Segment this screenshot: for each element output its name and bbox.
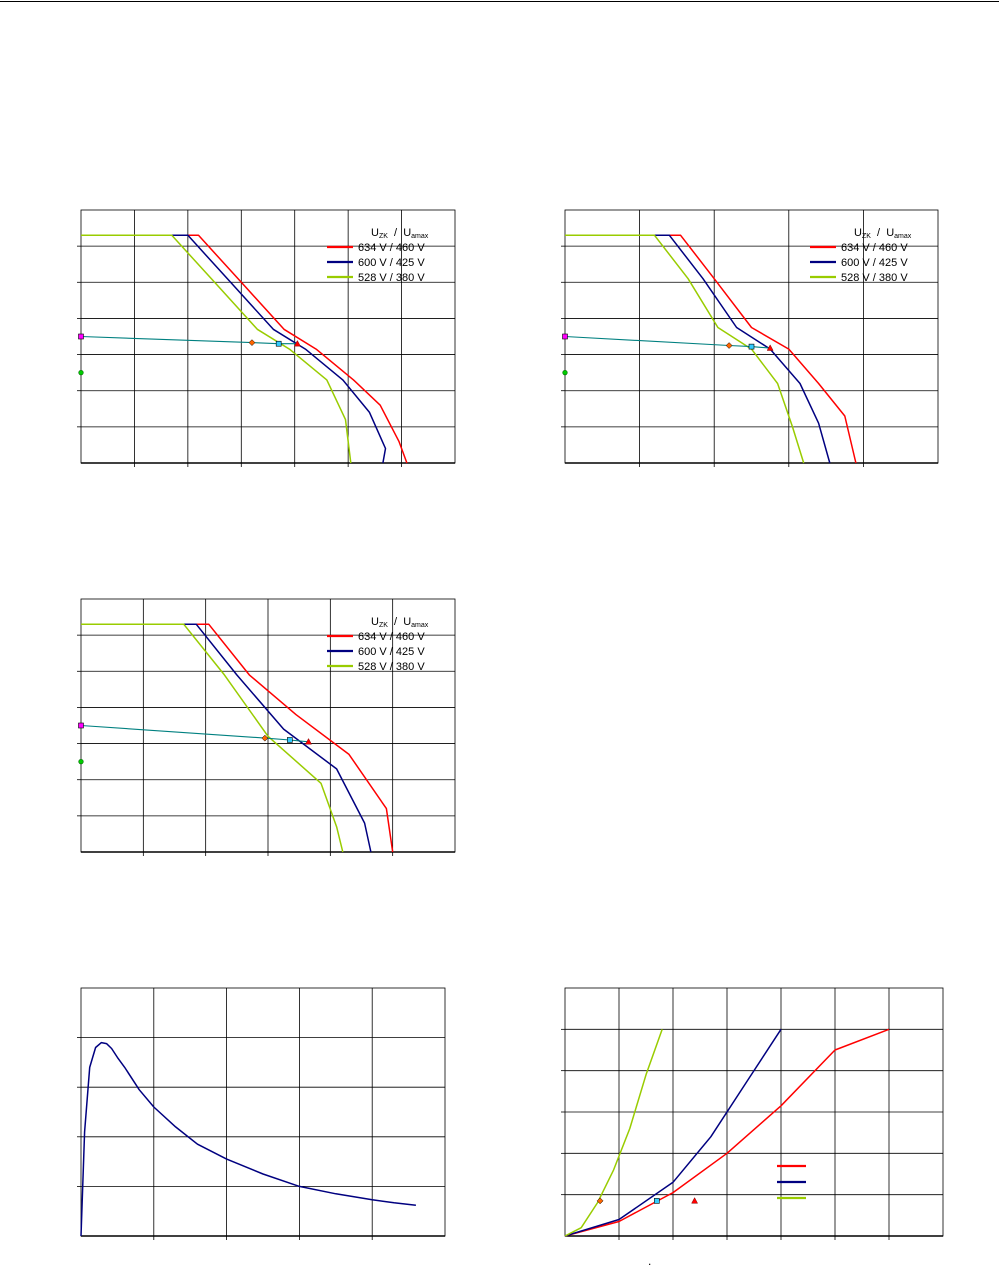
marker-triangle: [305, 738, 312, 745]
series-line-4: [564, 335, 771, 349]
marker-square: [748, 343, 755, 350]
marker-diamond: [725, 342, 733, 349]
marker-square: [562, 333, 568, 340]
series-line-1: [80, 1041, 416, 1237]
series-line-2: [81, 234, 387, 464]
legend-entry: 528 V / 380 V: [841, 272, 908, 284]
legend-entry: 528 V / 380 V: [358, 272, 425, 284]
stray-mark: .: [648, 1254, 652, 1268]
series-line-1: [81, 623, 394, 853]
marker-circle: [562, 370, 568, 376]
marker-square: [654, 1198, 660, 1204]
series-line-4: [80, 724, 309, 743]
marker-triangle: [766, 344, 774, 351]
series-line-2: [564, 1028, 782, 1237]
legend-entry: 600 V / 425 V: [841, 257, 908, 269]
legend-header: UZK / Uamax: [371, 616, 429, 629]
series-line-2: [81, 623, 372, 853]
page-top-rule: [0, 1, 999, 2]
marker-triangle: [691, 1197, 699, 1204]
series-line-1: [564, 1028, 890, 1237]
marker-square: [287, 737, 293, 743]
chart-top-right: UZK / Uamax 634 V / 460 V 600 V / 425 V 528…: [561, 209, 939, 467]
marker-diamond: [248, 339, 256, 346]
series-line-4: [80, 335, 298, 345]
legend-entry: 634 V / 460 V: [358, 242, 425, 254]
series-line-3: [81, 234, 352, 464]
series-line-1: [565, 234, 857, 464]
marker-triangle: [293, 339, 301, 347]
chart-middle-left: UZK / Uamax 634 V / 460 V 600 V / 425 V 528…: [77, 598, 456, 856]
marker-diamond: [261, 734, 269, 742]
legend-entry: 528 V / 380 V: [358, 661, 425, 673]
legend-entry: 600 V / 425 V: [358, 257, 425, 269]
chart-bottom-right: [561, 987, 944, 1240]
legend-entry: 634 V / 460 V: [841, 242, 908, 254]
series-line-3: [564, 1029, 663, 1237]
legend-header: UZK / Uamax: [371, 227, 429, 240]
marker-square: [275, 340, 282, 347]
legend-entry: 600 V / 425 V: [358, 646, 425, 658]
marker-square: [78, 722, 84, 729]
marker-diamond: [596, 1197, 604, 1205]
marker-square: [78, 333, 84, 340]
marker-circle: [78, 759, 84, 765]
legend-header: UZK / Uamax: [854, 227, 912, 240]
plot-frame: [80, 987, 446, 1237]
legend-entry: 634 V / 460 V: [358, 631, 425, 643]
series-line-3: [565, 234, 805, 464]
series-line-3: [81, 623, 344, 853]
chart-top-left: UZK / Uamax 634 V / 460 V 600 V / 425 V 528…: [77, 209, 456, 467]
marker-circle: [78, 370, 84, 376]
chart-bottom-left: [77, 987, 446, 1240]
series-line-2: [565, 234, 831, 464]
series-line-1: [81, 234, 408, 464]
